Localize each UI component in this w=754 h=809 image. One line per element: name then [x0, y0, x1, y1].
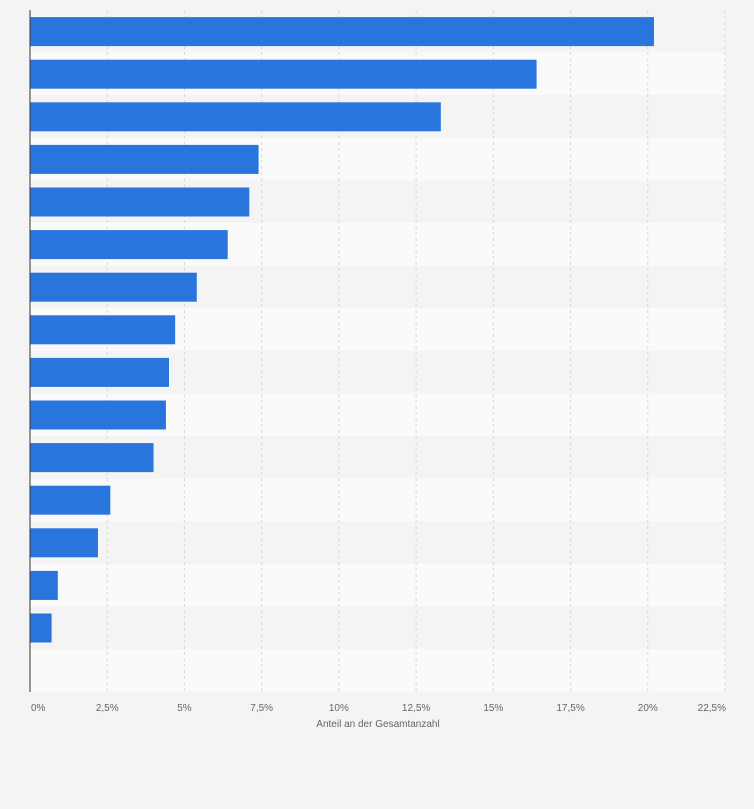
bar[interactable] [30, 315, 176, 345]
row-band [30, 478, 725, 522]
x-tick-label: 22,5% [698, 703, 726, 714]
bar[interactable] [30, 272, 197, 302]
bar[interactable] [30, 59, 537, 89]
bar[interactable] [30, 528, 98, 558]
bar[interactable] [30, 230, 228, 260]
bar[interactable] [30, 357, 169, 387]
bar[interactable] [30, 102, 441, 132]
bars [30, 17, 654, 643]
x-tick-label: 5% [177, 703, 192, 714]
bar[interactable] [30, 144, 259, 174]
bar[interactable] [30, 570, 58, 600]
x-tick-label: 20% [638, 703, 658, 714]
bar[interactable] [30, 485, 111, 515]
bar[interactable] [30, 400, 166, 430]
x-axis-title: Anteil an der Gesamtanzahl [316, 719, 439, 730]
row-band [30, 606, 725, 649]
x-tick-label: 2,5% [96, 703, 119, 714]
bar[interactable] [30, 613, 52, 643]
row-band [30, 649, 725, 692]
row-band [30, 521, 725, 564]
x-tick-label: 17,5% [556, 703, 584, 714]
bar[interactable] [30, 17, 654, 47]
row-band [30, 563, 725, 607]
x-tick-label: 0% [31, 703, 46, 714]
x-tick-label: 7,5% [250, 703, 273, 714]
x-tick-label: 12,5% [402, 703, 430, 714]
bar[interactable] [30, 443, 154, 473]
x-axis-ticks: 0% 2,5% 5% 7,5% 10% 12,5% 15% 17,5% 20% 22,5% [31, 703, 726, 714]
x-tick-label: 15% [483, 703, 503, 714]
bar[interactable] [30, 187, 250, 217]
x-tick-label: 10% [329, 703, 349, 714]
